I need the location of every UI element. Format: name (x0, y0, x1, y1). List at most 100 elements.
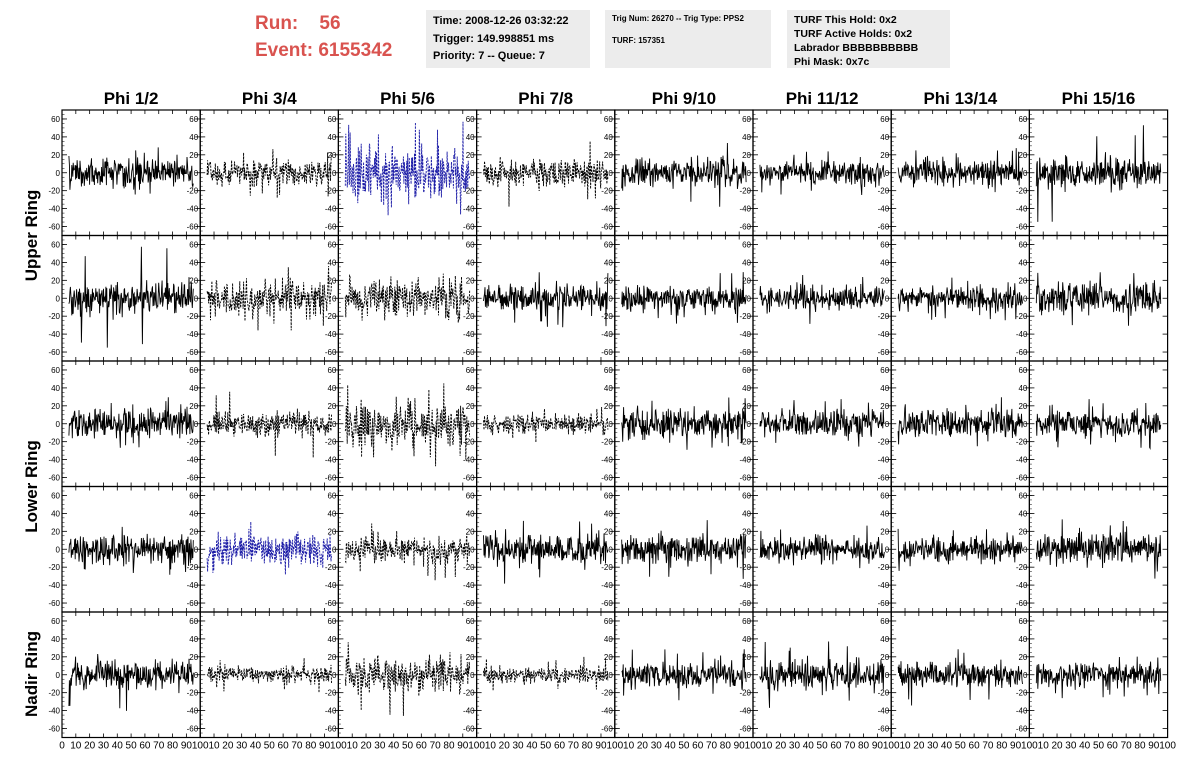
y-tick-label: -40 (739, 581, 751, 590)
y-tick-label: 40 (604, 258, 613, 267)
x-tick-label: 30 (374, 741, 386, 752)
y-tick-label: 20 (880, 527, 889, 536)
y-tick-label: -20 (463, 187, 475, 196)
y-tick-label: -20 (463, 563, 475, 572)
x-tick-label: 50 (1093, 741, 1105, 752)
y-tick-label: -40 (1016, 205, 1028, 214)
x-tick-label: 100 (330, 741, 347, 752)
y-tick-label: -20 (1016, 438, 1028, 447)
x-tick-label: 70 (844, 741, 856, 752)
y-tick-label: -60 (325, 223, 337, 232)
y-tick-label: 40 (189, 133, 198, 142)
y-tick-label: 60 (189, 617, 198, 626)
y-tick-label: -40 (48, 456, 60, 465)
y-tick-label: -40 (739, 456, 751, 465)
x-tick-label: 90 (1010, 741, 1022, 752)
waveform-trace-r4-c2 (206, 521, 332, 575)
x-tick-label: 60 (139, 741, 151, 752)
column-title-phi-2: Phi 3/4 (242, 89, 297, 108)
y-tick-label: -20 (739, 312, 751, 321)
y-tick-label: -20 (325, 187, 337, 196)
time-info-box: Time: 2008-12-26 03:32:22 Trigger: 149.9… (426, 10, 590, 68)
y-tick-label: 0 (1023, 169, 1028, 178)
y-tick-label: 60 (327, 240, 336, 249)
y-tick-label: -60 (463, 599, 475, 608)
y-tick-label: 20 (604, 276, 613, 285)
y-tick-label: 0 (1023, 294, 1028, 303)
y-tick-label: -40 (187, 205, 199, 214)
y-tick-label: 20 (880, 151, 889, 160)
y-tick-label: -40 (878, 330, 890, 339)
x-tick-label: 20 (360, 741, 372, 752)
waveform-trace-r1-c1 (68, 147, 194, 195)
x-tick-label: 20 (775, 741, 787, 752)
x-tick-label: 40 (803, 741, 815, 752)
y-tick-label: 40 (742, 635, 751, 644)
waveform-trace-r5-c8 (1035, 656, 1162, 699)
y-tick-label: 0 (885, 671, 890, 680)
y-tick-label: 60 (604, 240, 613, 249)
row-label-nadir-ring: Nadir Ring (22, 631, 41, 717)
y-tick-label: -60 (1016, 223, 1028, 232)
run-value: 56 (319, 13, 341, 34)
y-tick-label: 0 (470, 294, 475, 303)
x-tick-label: 60 (416, 741, 428, 752)
x-tick-label: 50 (955, 741, 967, 752)
priority-text: Priority: 7 -- Queue: 7 (433, 50, 545, 62)
y-tick-label: -20 (463, 438, 475, 447)
y-tick-label: 40 (604, 133, 613, 142)
x-tick-label: 90 (319, 741, 331, 752)
y-tick-label: 60 (327, 115, 336, 124)
y-tick-label: 20 (1018, 527, 1027, 536)
x-tick-label: 20 (1051, 741, 1063, 752)
y-tick-label: -20 (878, 312, 890, 321)
waveform-trace-r5-c3 (344, 642, 471, 716)
y-tick-label: -40 (1016, 330, 1028, 339)
y-tick-label: -40 (325, 330, 337, 339)
y-tick-label: 0 (885, 545, 890, 554)
x-tick-label: 10 (208, 741, 220, 752)
y-tick-label: -40 (48, 330, 60, 339)
y-tick-label: 40 (880, 133, 889, 142)
y-tick-label: -60 (48, 599, 60, 608)
x-tick-label: 30 (1065, 741, 1077, 752)
y-tick-label: -40 (187, 581, 199, 590)
y-tick-label: -20 (325, 438, 337, 447)
waveform-trace-r2-c3 (344, 273, 471, 323)
x-tick-label: 100 (1159, 741, 1176, 752)
x-tick-label: 100 (1021, 741, 1038, 752)
y-tick-label: 20 (880, 653, 889, 662)
x-tick-label: 50 (126, 741, 138, 752)
y-tick-label: 40 (466, 133, 475, 142)
waveform-trace-r4-c5 (621, 520, 747, 579)
waveform-trace-r3-c3 (344, 383, 471, 467)
y-tick-label: 60 (466, 366, 475, 375)
y-tick-label: 60 (604, 366, 613, 375)
x-tick-label: 40 (250, 741, 262, 752)
y-tick-label: -20 (325, 689, 337, 698)
y-tick-label: -20 (48, 563, 60, 572)
y-tick-label: -60 (48, 474, 60, 483)
y-tick-label: 60 (1018, 115, 1027, 124)
y-tick-label: 0 (608, 420, 613, 429)
y-tick-label: -40 (739, 205, 751, 214)
y-tick-label: -60 (1016, 725, 1028, 734)
y-tick-label: 20 (880, 276, 889, 285)
waveform-trace-r2-c8 (1035, 272, 1162, 326)
y-tick-label: -20 (187, 689, 199, 698)
waveform-trace-r3-c8 (1035, 399, 1162, 450)
y-tick-label: 0 (608, 671, 613, 680)
x-tick-label: 50 (817, 741, 829, 752)
y-tick-label: 0 (1023, 545, 1028, 554)
y-tick-label: 20 (327, 402, 336, 411)
x-tick-label: 40 (112, 741, 124, 752)
waveform-trace-r2-c7 (897, 277, 1023, 321)
y-tick-label: 20 (742, 151, 751, 160)
x-tick-label: 40 (665, 741, 677, 752)
y-tick-label: -20 (1016, 187, 1028, 196)
y-tick-label: 60 (880, 617, 889, 626)
y-tick-label: -60 (463, 725, 475, 734)
y-tick-label: -60 (463, 348, 475, 357)
x-tick-label: 10 (70, 741, 82, 752)
x-tick-label: 60 (1107, 741, 1119, 752)
